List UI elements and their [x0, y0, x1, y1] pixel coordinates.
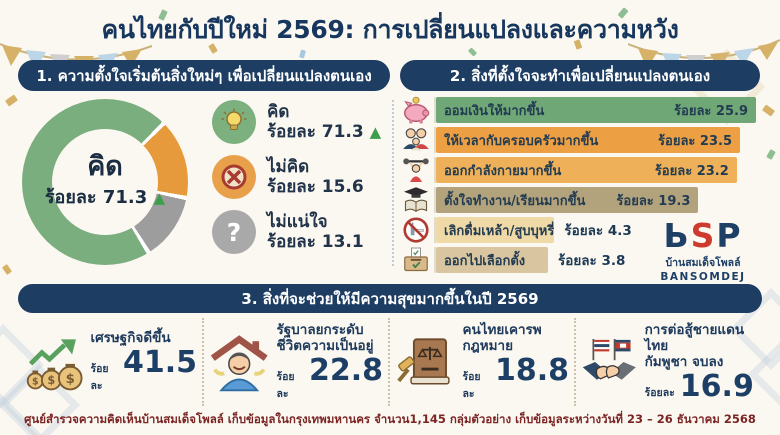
donut-center-label: คิด ร้อยละ 71.3 ▲	[22, 99, 188, 265]
bar-label: เลิกดื่มเหล้า/สูบบุหรี่	[444, 223, 555, 239]
svg-text:$: $	[32, 377, 39, 388]
legend-label: คิด	[267, 101, 290, 122]
percent-prefix: ร้อยละ	[644, 387, 675, 400]
legend-label: ไม่คิด	[267, 156, 310, 177]
item-title: รัฐบาลยกระดับ ชีวิตความเป็นอยู่	[276, 321, 374, 354]
bar: ตั้งใจทำงาน/เรียนมากขึ้น ร้อยละ 19.3	[436, 187, 699, 213]
peace-handshake-icon	[582, 339, 636, 380]
law-icon	[397, 338, 450, 385]
bar-label: ออกไปเลือกตั้ง	[444, 253, 526, 269]
up-arrow-icon: ▲	[153, 188, 166, 207]
bsp-logo-mark: ЬSP	[663, 216, 743, 255]
bar-row: ตั้งใจทำงาน/เรียนมากขึ้น ร้อยละ 19.3	[398, 187, 756, 213]
bar-value: ร้อยละ 25.9	[674, 103, 748, 119]
up-arrow-icon: ▲	[369, 123, 382, 141]
bar-row: ออกไปเลือกตั้ง ร้อยละ 3.8	[398, 247, 756, 273]
study-icon	[398, 185, 434, 215]
confetti	[1, 264, 13, 275]
legend-item-think: คิด ร้อยละ 71.3 ▲	[212, 100, 392, 144]
intentions-bar-chart: ออมเงินให้มากขึ้น ร้อยละ 25.9 ให้เวลากับ	[398, 95, 756, 277]
legend-value: ร้อยละ 71.3 ▲	[267, 122, 382, 142]
section1-header: 1. ความตั้งใจเริ่มต้นสิ่งใหม่ๆ เพื่อเปลี…	[18, 60, 390, 91]
bar-row: ออมเงินให้มากขึ้น ร้อยละ 25.9	[398, 95, 756, 125]
question-icon: ?	[212, 210, 256, 254]
intention-donut-chart	[22, 99, 188, 265]
bar-row: ให้เวลากับครอบครัวมากขึ้น ร้อยละ 23.5	[398, 127, 756, 153]
percent-value: 18.8	[494, 353, 569, 389]
bar: ออกไปเลือกตั้ง	[436, 247, 548, 273]
donut-legend: คิด ร้อยละ 71.3 ▲ ไม่คิด ร้อยละ 15.6 ? ไ…	[212, 100, 392, 254]
happiness-factors: $ $ $ เศรษฐกิจดีขึ้น ร้อยละ 41.5	[18, 318, 762, 406]
happiness-item-wellbeing: รัฐบาลยกระดับ ชีวิตความเป็นอยู่ ร้อยละ 22…	[204, 318, 390, 406]
happiness-item-economy: $ $ $ เศรษฐกิจดีขึ้น ร้อยละ 41.5	[18, 318, 204, 406]
bar: เลิกดื่มเหล้า/สูบบุหรี่	[436, 217, 555, 243]
no-symbol-icon	[212, 155, 256, 199]
bar-value: ร้อยละ 23.2	[654, 163, 729, 179]
bar-row: ออกกำลังกายมากขึ้น ร้อยละ 23.2	[398, 157, 756, 183]
bar-value: ร้อยละ 3.8	[558, 253, 626, 269]
bar: ออมเงินให้มากขึ้น ร้อยละ 25.9	[436, 97, 756, 123]
no-drinking-icon	[398, 215, 434, 245]
bar-label: ออมเงินให้มากขึ้น	[444, 103, 545, 119]
bar-label: ให้เวลากับครอบครัวมากขึ้น	[444, 133, 599, 149]
item-title: เศรษฐกิจดีขึ้น	[90, 329, 171, 346]
lightbulb-icon	[212, 100, 256, 144]
confetti	[766, 149, 776, 160]
donut-center-value: ร้อยละ 71.3 ▲	[44, 186, 166, 208]
piggy-bank-icon	[398, 95, 434, 125]
legend-value: ร้อยละ 15.6	[267, 177, 364, 197]
wellbeing-icon	[210, 335, 268, 392]
percent-value: 41.5	[122, 345, 197, 381]
bar: ออกกำลังกายมากขึ้น ร้อยละ 23.2	[436, 157, 737, 183]
page-title: คนไทยกับปีใหม่ 2569: การเปลี่ยนแปลงและคว…	[101, 15, 679, 44]
percent-prefix: ร้อยละ	[462, 371, 481, 401]
confetti	[761, 104, 776, 117]
economy-icon: $ $ $	[26, 339, 83, 391]
bar-row: เลิกดื่มเหล้า/สูบบุหรี่ ร้อยละ 4.3	[398, 217, 756, 243]
bar-label: ตั้งใจทำงาน/เรียนมากขึ้น	[444, 193, 586, 209]
percent-prefix: ร้อยละ	[90, 363, 109, 393]
bar: ให้เวลากับครอบครัวมากขึ้น ร้อยละ 23.5	[436, 127, 740, 153]
family-icon	[398, 125, 434, 155]
bar-value: ร้อยละ 19.3	[616, 193, 691, 209]
vote-icon	[398, 245, 434, 275]
svg-text:$: $	[47, 373, 55, 387]
survey-methodology-note: ศูนย์สำรวจความคิดเห็นบ้านสมเด็จโพลล์ เก็…	[24, 412, 756, 426]
section3-header: 3. สิ่งที่จะช่วยให้มีความสุขมากขึ้นในปี …	[18, 284, 762, 313]
bar-value: ร้อยละ 23.5	[658, 133, 732, 149]
item-title: คนไทยเคารพ กฎหมาย	[462, 321, 542, 354]
section2-header: 2. สิ่งที่ตั้งใจจะทำเพื่อเปลี่ยนแปลงตนเอ…	[400, 60, 760, 91]
confetti	[4, 94, 19, 107]
percent-value: 16.9	[679, 369, 754, 405]
bsp-logo-thai-name: บ้านสมเด็จโพลล์	[665, 257, 741, 269]
item-title: การต่อสู้ชายแดนไทย กัมพูชา จบลง	[644, 321, 745, 371]
bar-value: ร้อยละ 4.3	[564, 223, 632, 239]
percent-value: 22.8	[308, 353, 383, 389]
svg-text:$: $	[66, 372, 75, 387]
happiness-item-law: คนไทยเคารพ กฎหมาย ร้อยละ 18.8	[390, 318, 576, 406]
percent-prefix: ร้อยละ	[276, 371, 295, 401]
happiness-item-border-peace: การต่อสู้ชายแดนไทย กัมพูชา จบลง ร้อยละ 16…	[576, 318, 762, 406]
bar-label: ออกกำลังกายมากขึ้น	[444, 163, 562, 179]
legend-item-unsure: ? ไม่แน่ใจ ร้อยละ 13.1	[212, 210, 392, 254]
legend-value: ร้อยละ 13.1	[267, 232, 364, 252]
exercise-icon	[398, 155, 434, 185]
confetti	[299, 49, 306, 59]
legend-item-not-think: ไม่คิด ร้อยละ 15.6	[212, 155, 392, 199]
donut-center-title: คิด	[87, 151, 123, 183]
section-divider	[392, 100, 394, 266]
legend-label: ไม่แน่ใจ	[267, 211, 328, 232]
